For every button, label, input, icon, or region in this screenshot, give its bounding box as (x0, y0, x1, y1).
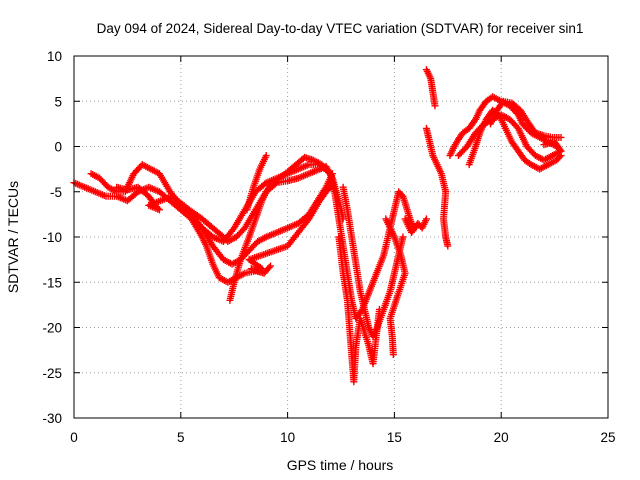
x-tick-label: 20 (494, 430, 509, 445)
data-point (431, 102, 439, 110)
y-tick-label: 10 (47, 49, 62, 64)
x-axis-label: GPS time / hours (287, 457, 394, 473)
data-point (325, 185, 333, 193)
y-tick-label: -10 (42, 230, 62, 245)
data-point (325, 168, 333, 176)
y-tick-label: -5 (50, 185, 62, 200)
data-point (326, 183, 334, 191)
y-axis-label: SDTVAR / TECUs (5, 181, 21, 293)
x-tick-label: 15 (387, 430, 402, 445)
x-tick-label: 0 (70, 430, 78, 445)
data-points (70, 66, 565, 386)
x-tick-label: 10 (280, 430, 295, 445)
data-point (326, 170, 334, 178)
y-tick-label: -15 (42, 275, 62, 290)
y-tick-label: -20 (42, 321, 62, 336)
data-point (540, 141, 548, 149)
y-tick-label: -30 (42, 411, 62, 426)
data-point (267, 262, 275, 270)
data-point (399, 233, 407, 241)
data-point (557, 133, 565, 141)
x-tick-label: 25 (600, 430, 615, 445)
y-tick-label: -25 (42, 366, 62, 381)
y-tick-label: 5 (54, 94, 62, 109)
data-point (422, 215, 430, 223)
chart-title: Day 094 of 2024, Sidereal Day-to-day VTE… (97, 21, 584, 36)
data-point (444, 242, 452, 250)
axis-ticks: 0 5 10 15 20 25 -30 -25 -20 -15 -10 -5 0 5 10 (42, 49, 615, 445)
data-point (265, 263, 273, 271)
data-point (389, 351, 397, 359)
y-tick-label: 0 (54, 140, 62, 155)
data-point (375, 305, 383, 313)
data-point (262, 152, 270, 160)
x-tick-label: 5 (177, 430, 185, 445)
